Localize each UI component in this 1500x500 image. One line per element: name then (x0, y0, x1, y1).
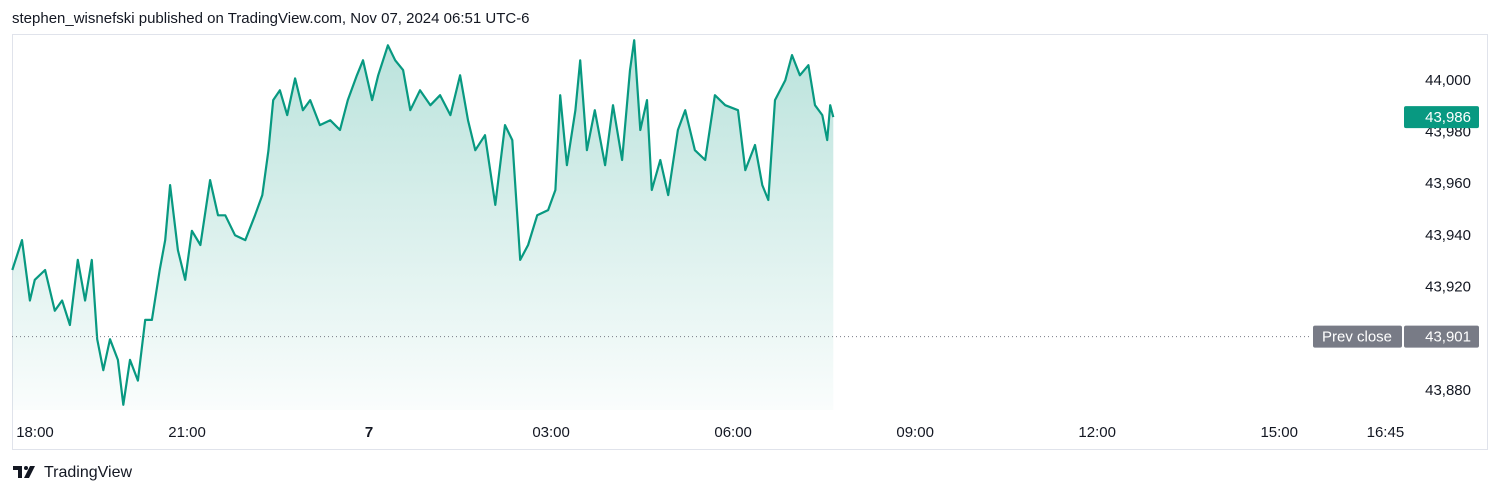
last-price-label: 43,986 (1425, 109, 1471, 126)
price-line (11, 39, 835, 406)
x-tick-label: 7 (365, 424, 373, 441)
y-tick-label: 43,960 (1425, 175, 1471, 192)
prev-close-label: Prev close (1322, 329, 1392, 346)
chart-frame (12, 34, 1488, 450)
x-tick-label: 06:00 (714, 424, 752, 441)
logo (13, 466, 35, 478)
footer-brand: TradingView (44, 464, 132, 481)
area-fill (12, 40, 834, 410)
x-tick-label: 15:00 (1260, 424, 1298, 441)
y-tick-label: 43,940 (1425, 227, 1471, 244)
x-tick-label: 18:00 (16, 424, 54, 441)
y-tick-label: 43,920 (1425, 279, 1471, 296)
x-tick-label: 12:00 (1078, 424, 1116, 441)
prev-close-value-tag (1404, 325, 1479, 348)
y-tick-label: 44,000 (1425, 72, 1471, 89)
x-tick-label: 03:00 (532, 424, 570, 441)
x-tick-label: 21:00 (168, 424, 206, 441)
y-tick-label: 43,880 (1425, 382, 1471, 399)
last-price-tag (1404, 106, 1479, 129)
header-title: stephen_wisnefski published on TradingVi… (12, 10, 530, 27)
x-tick-label: 16:45 (1367, 424, 1405, 441)
prev-close-value: 43,901 (1425, 329, 1471, 346)
x-tick-label: 09:00 (896, 424, 934, 441)
prev-close-tag (1313, 325, 1402, 348)
